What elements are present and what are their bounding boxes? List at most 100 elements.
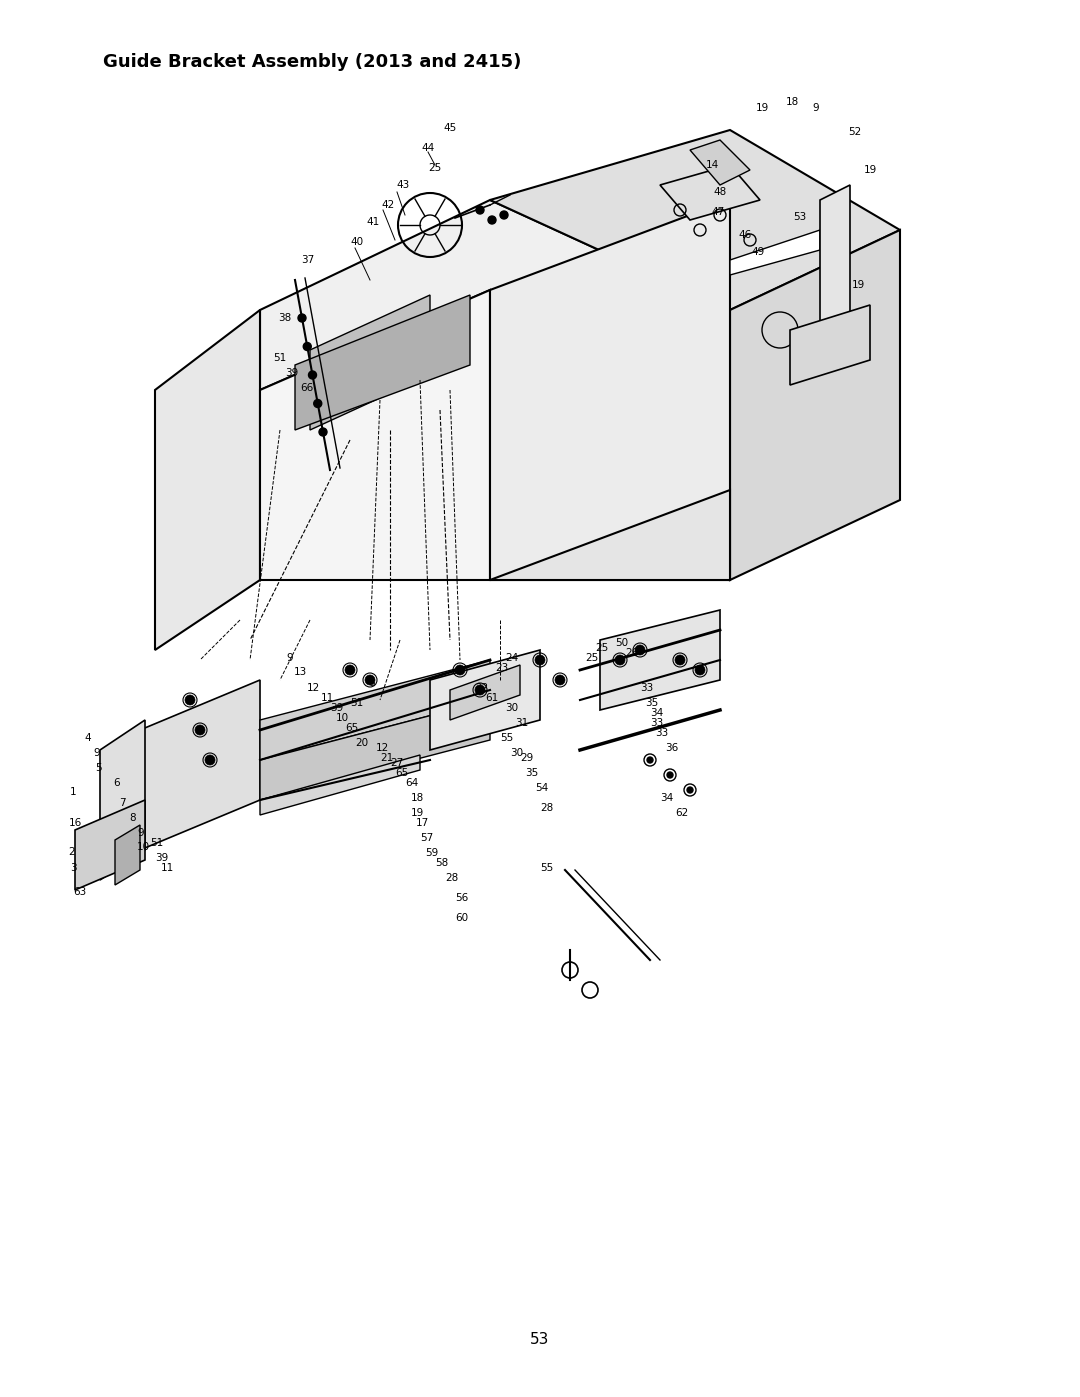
- Circle shape: [675, 655, 685, 665]
- Text: 23: 23: [496, 664, 509, 673]
- Text: 58: 58: [435, 858, 448, 868]
- Text: 24: 24: [505, 652, 518, 664]
- Text: 27: 27: [390, 759, 404, 768]
- Text: 33: 33: [640, 683, 653, 693]
- Text: 14: 14: [705, 161, 718, 170]
- Text: 29: 29: [521, 753, 534, 763]
- Text: 10: 10: [336, 712, 349, 724]
- Circle shape: [535, 655, 545, 665]
- Text: 9: 9: [137, 828, 145, 838]
- Text: 34: 34: [650, 708, 663, 718]
- Text: 28: 28: [540, 803, 554, 813]
- Circle shape: [488, 217, 496, 224]
- Polygon shape: [140, 680, 260, 849]
- Circle shape: [615, 655, 625, 665]
- Text: 13: 13: [294, 666, 307, 678]
- Text: 51: 51: [150, 838, 164, 848]
- Polygon shape: [490, 130, 900, 310]
- Text: 43: 43: [396, 180, 409, 190]
- Text: 2: 2: [69, 847, 76, 856]
- Circle shape: [555, 675, 565, 685]
- Text: 50: 50: [616, 638, 629, 648]
- Polygon shape: [260, 200, 730, 390]
- Text: 28: 28: [445, 873, 459, 883]
- Text: 65: 65: [346, 724, 359, 733]
- Text: 19: 19: [863, 165, 877, 175]
- Circle shape: [696, 665, 705, 675]
- Text: 11: 11: [160, 863, 174, 873]
- Text: 18: 18: [410, 793, 423, 803]
- Text: 35: 35: [525, 768, 539, 778]
- Text: 25: 25: [595, 643, 609, 652]
- Polygon shape: [156, 310, 260, 650]
- Text: 33: 33: [656, 728, 669, 738]
- Polygon shape: [730, 231, 820, 275]
- Text: 39: 39: [285, 367, 299, 379]
- Text: 41: 41: [366, 217, 380, 226]
- Text: 39: 39: [330, 703, 343, 712]
- Circle shape: [195, 725, 205, 735]
- Text: 49: 49: [752, 247, 765, 257]
- Circle shape: [475, 685, 485, 694]
- Polygon shape: [600, 610, 720, 710]
- Text: 33: 33: [650, 718, 663, 728]
- Text: 25: 25: [429, 163, 442, 173]
- Circle shape: [303, 342, 311, 351]
- Text: 54: 54: [536, 782, 549, 793]
- Polygon shape: [789, 305, 870, 386]
- Circle shape: [476, 205, 484, 214]
- Text: 59: 59: [426, 848, 438, 858]
- Circle shape: [635, 645, 645, 655]
- Text: 7: 7: [119, 798, 125, 807]
- Text: 21: 21: [380, 753, 393, 763]
- Polygon shape: [295, 295, 470, 430]
- Text: 40: 40: [350, 237, 364, 247]
- Text: 52: 52: [849, 127, 862, 137]
- Polygon shape: [310, 295, 430, 430]
- Text: 31: 31: [515, 718, 528, 728]
- Polygon shape: [430, 650, 540, 750]
- Text: 6: 6: [113, 778, 120, 788]
- Text: 26: 26: [625, 648, 638, 658]
- Polygon shape: [114, 826, 140, 886]
- Text: 9: 9: [94, 747, 100, 759]
- Text: 19: 19: [755, 103, 769, 113]
- Polygon shape: [260, 659, 490, 760]
- Text: 12: 12: [376, 743, 389, 753]
- Text: 51: 51: [273, 353, 286, 363]
- Text: 8: 8: [130, 813, 136, 823]
- Polygon shape: [75, 800, 145, 890]
- Circle shape: [309, 372, 316, 379]
- Circle shape: [205, 754, 215, 766]
- Polygon shape: [260, 700, 490, 800]
- Text: 47: 47: [712, 207, 725, 217]
- Text: 1: 1: [70, 787, 77, 798]
- Circle shape: [319, 427, 327, 436]
- Circle shape: [365, 675, 375, 685]
- Text: 56: 56: [456, 893, 469, 902]
- Text: 18: 18: [785, 96, 798, 108]
- Text: 62: 62: [675, 807, 689, 819]
- Polygon shape: [490, 200, 730, 580]
- Polygon shape: [820, 184, 850, 355]
- Text: 4: 4: [84, 733, 92, 743]
- Text: 9: 9: [286, 652, 294, 664]
- Text: 16: 16: [68, 819, 82, 828]
- Text: 34: 34: [660, 793, 674, 803]
- Text: 64: 64: [405, 778, 419, 788]
- Text: 63: 63: [73, 887, 86, 897]
- Polygon shape: [260, 291, 490, 580]
- Text: 30: 30: [505, 703, 518, 712]
- Text: 60: 60: [456, 914, 469, 923]
- Text: 19: 19: [410, 807, 423, 819]
- Circle shape: [345, 665, 355, 675]
- Text: 8: 8: [368, 678, 376, 687]
- Polygon shape: [490, 490, 730, 580]
- Circle shape: [314, 400, 322, 408]
- Text: 12: 12: [307, 683, 320, 693]
- Text: Guide Bracket Assembly (2013 and 2415): Guide Bracket Assembly (2013 and 2415): [103, 53, 521, 71]
- Polygon shape: [260, 754, 420, 814]
- Text: 20: 20: [355, 738, 368, 747]
- Text: 55: 55: [500, 733, 514, 743]
- Text: 38: 38: [279, 313, 292, 323]
